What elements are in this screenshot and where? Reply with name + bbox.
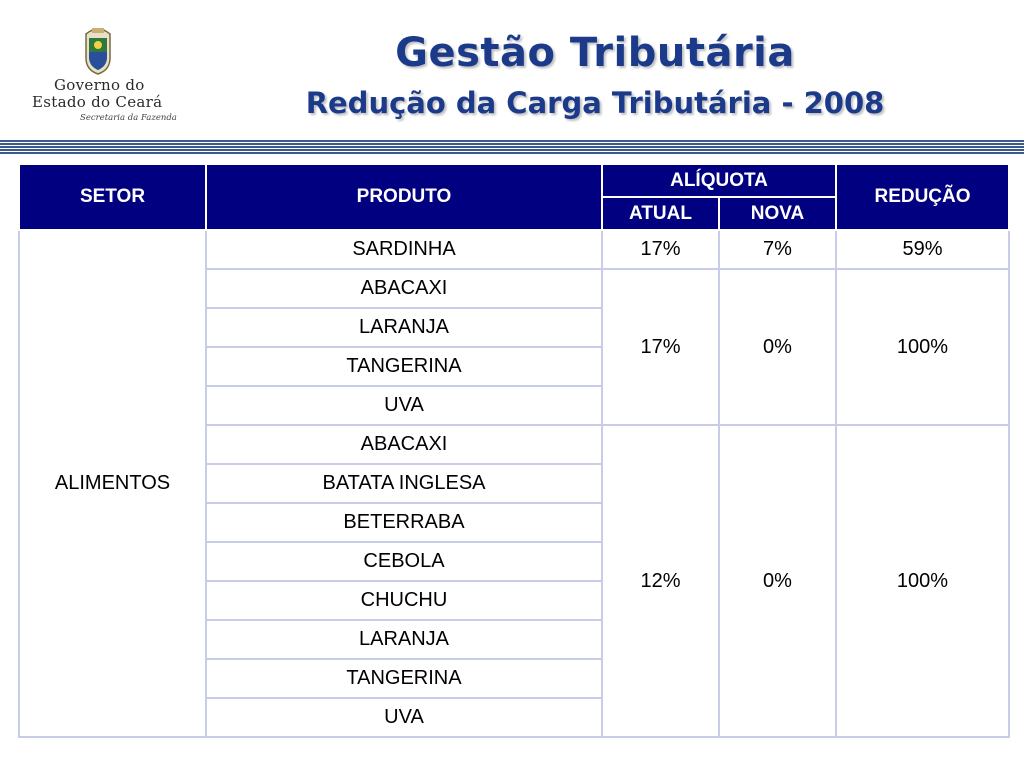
header-produto: PRODUTO <box>205 163 603 231</box>
cell-atual: 17% <box>601 229 720 270</box>
table-row: ABACAXI 17% 0% 100% <box>19 268 1010 426</box>
cell-produto: UVA <box>205 385 603 426</box>
header-nova: NOVA <box>718 196 837 231</box>
logo-text-estado: Estado do Ceará <box>32 93 163 111</box>
cell-produto: SARDINHA <box>205 229 603 270</box>
cell-produto: TANGERINA <box>205 658 603 699</box>
header-divider <box>0 140 1024 154</box>
cell-setor: ALIMENTOS <box>18 229 207 738</box>
header-setor: SETOR <box>18 163 207 231</box>
table-row: CHUCHU <box>19 580 1009 621</box>
cell-produto: BETERRABA <box>205 502 603 543</box>
table-row: UVA <box>19 385 1009 426</box>
cell-produto: LARANJA <box>205 307 603 348</box>
cell-reducao: 100% <box>835 268 1010 426</box>
cell-produto: ABACAXI <box>205 268 603 309</box>
cell-atual: 17% <box>601 268 720 426</box>
table-row: LARANJA <box>19 619 1009 660</box>
cell-produto: CHUCHU <box>205 580 603 621</box>
cell-nova: 0% <box>718 424 837 738</box>
cell-nova: 0% <box>718 268 837 426</box>
table-row: UVA <box>19 697 1009 738</box>
cell-reducao: 59% <box>835 229 1010 270</box>
table-row: BETERRABA <box>19 502 1009 543</box>
state-crest-icon <box>85 28 111 75</box>
cell-produto: BATATA INGLESA <box>205 463 603 504</box>
cell-produto: LARANJA <box>205 619 603 660</box>
table-row: LARANJA <box>19 307 1009 348</box>
header-reducao: REDUÇÃO <box>835 163 1010 231</box>
cell-nova: 7% <box>718 229 837 270</box>
table-body: ALIMENTOS SARDINHA 17% 7% 59% ABACAXI 17% 0% 100… <box>18 229 1010 738</box>
page-subtitle: Redução da Carga Tributária - 2008 <box>305 86 885 120</box>
cell-produto: ABACAXI <box>205 424 603 465</box>
table-row: CEBOLA <box>19 541 1009 582</box>
logo-text-secretaria: Secretaria da Fazenda <box>80 113 177 123</box>
table-row: TANGERINA <box>19 658 1009 699</box>
header-aliquota: ALÍQUOTA <box>601 163 837 198</box>
cell-produto: CEBOLA <box>205 541 603 582</box>
table-row: TANGERINA <box>19 346 1009 387</box>
logo-text-governo: Governo do <box>54 76 145 94</box>
table-row: ABACAXI 12% 0% 100% <box>19 424 1010 738</box>
header-atual: ATUAL <box>601 196 720 231</box>
tax-reduction-table: SETOR PRODUTO ALÍQUOTA REDUÇÃO ATUAL NOV… <box>18 163 1010 738</box>
cell-produto: UVA <box>205 697 603 738</box>
cell-atual: 12% <box>601 424 720 738</box>
table-row: BATATA INGLESA <box>19 463 1009 504</box>
government-logo: Governo do Estado do Ceará Secretaria da… <box>28 20 177 128</box>
cell-reducao: 100% <box>835 424 1010 738</box>
table-row: ALIMENTOS SARDINHA 17% 7% 59% <box>18 229 1010 738</box>
cell-produto: TANGERINA <box>205 346 603 387</box>
page-title: Gestão Tributária <box>395 30 795 76</box>
